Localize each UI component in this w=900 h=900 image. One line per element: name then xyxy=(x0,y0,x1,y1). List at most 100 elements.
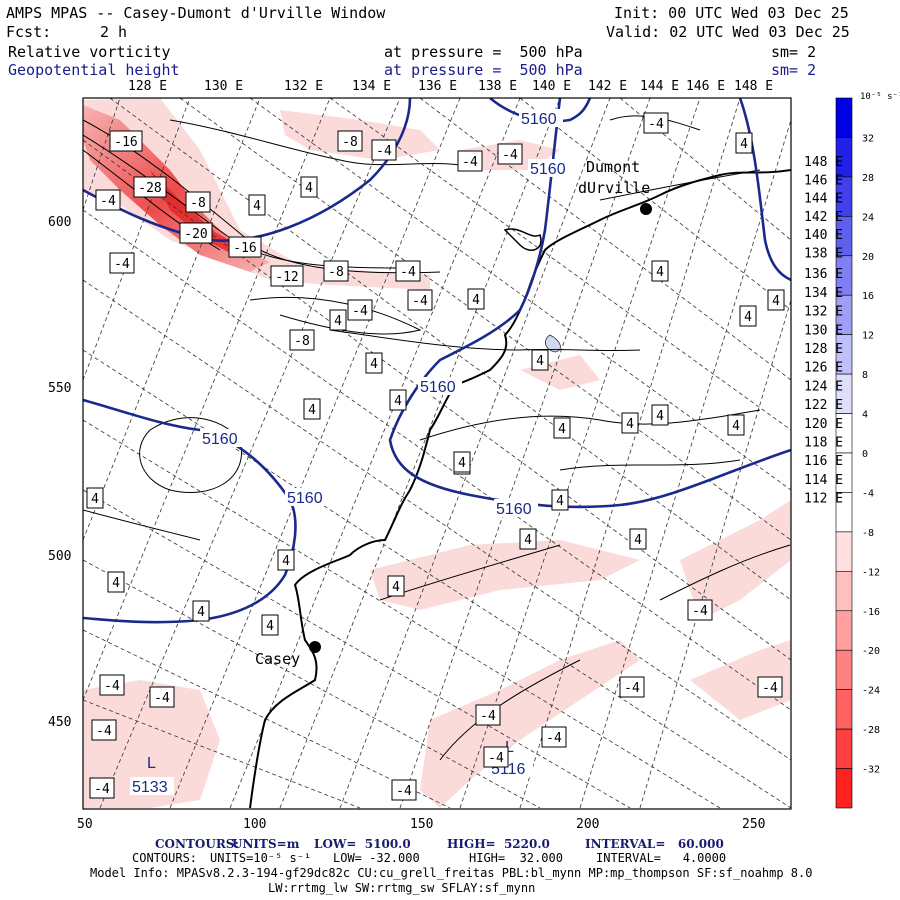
colorbar-segment xyxy=(835,610,853,651)
vorticity-contour-label: -4 xyxy=(400,265,416,280)
right-lon-label: 114 E xyxy=(804,473,843,488)
colorbar-segment xyxy=(835,689,853,730)
height-contour-label: 5160 xyxy=(530,161,566,178)
right-lon-label: 120 E xyxy=(804,417,843,432)
top-lon-label: 142 E xyxy=(588,79,627,94)
height-contour-label: 5160 xyxy=(287,490,323,507)
vorticity-label-box xyxy=(553,417,571,439)
forecast-value: 2 h xyxy=(100,23,128,41)
top-lon-label: 144 E xyxy=(640,79,679,94)
height-label-bg xyxy=(418,377,462,395)
vorticity-contour-label: 4 xyxy=(197,605,205,620)
top-longitude-labels: 128 E 130 E 132 E 134 E 136 E 138 E 140 E 142 E… xyxy=(128,79,773,94)
right-lon-label: 116 E xyxy=(804,454,843,469)
field1-level: at pressure = 500 hPa xyxy=(384,43,583,61)
valid-time: Valid: 02 UTC Wed 03 Dec 25 xyxy=(606,23,850,41)
vorticity-contour-label: 4 xyxy=(458,456,466,471)
vorticity-label-box xyxy=(727,414,745,436)
vorticity-contour-label: -8 xyxy=(294,334,310,349)
field2-level: at pressure = 500 hPa xyxy=(384,61,583,79)
footer-line2-units: UNITS=10⁻⁵ s⁻¹ xyxy=(210,851,312,865)
vorticity-contour-label: -4 xyxy=(114,257,130,272)
vorticity-label-box xyxy=(739,305,757,327)
left-axis-label: 550 xyxy=(48,381,71,396)
height-contour-label: 5160 xyxy=(420,379,456,396)
right-lon-label: 112 E xyxy=(804,492,843,507)
vorticity-label-box xyxy=(407,289,433,311)
vorticity-contour-label: 4 xyxy=(740,137,748,152)
vorticity-contour-label: 4 xyxy=(370,357,378,372)
vorticity-contour-label: 4 xyxy=(656,265,664,280)
dumont-durville-station xyxy=(640,203,652,215)
vorticity-label-box xyxy=(99,674,125,696)
height-contour-label: 5160 xyxy=(521,111,557,128)
vorticity-label-box xyxy=(767,289,785,311)
field1-name: Relative vorticity xyxy=(8,43,171,61)
bottom-axis-label: 50 xyxy=(77,817,93,832)
vorticity-contour-label: -4 xyxy=(94,782,110,797)
vorticity-contour-label: -4 xyxy=(396,784,412,799)
vorticity-label-box xyxy=(371,139,397,161)
vorticity-label-box xyxy=(629,528,647,550)
vorticity-contour-label: -8 xyxy=(342,135,358,150)
height-label-bg xyxy=(285,488,329,506)
colorbar-tick: -20 xyxy=(862,646,880,657)
top-lon-label: 138 E xyxy=(478,79,517,94)
height-label-bg xyxy=(130,777,174,795)
footer-line1-high: HIGH= 5220.0 xyxy=(447,837,550,851)
vorticity-label-box xyxy=(329,309,347,331)
bottom-axis-label: 100 xyxy=(243,817,266,832)
colorbar-tick: 16 xyxy=(862,291,874,302)
vorticity-contour-label: 4 xyxy=(112,576,120,591)
left-axis-label: 450 xyxy=(48,715,71,730)
vorticity-label-box xyxy=(192,600,210,622)
vorticity-contour-label: -12 xyxy=(275,270,298,285)
forecast-label: Fcst: xyxy=(6,23,52,41)
casey-label: Casey xyxy=(255,650,300,668)
right-lon-label: 124 E xyxy=(804,379,843,394)
colorbar-segment xyxy=(835,97,853,138)
colorbar-segment xyxy=(835,649,853,690)
durville-label: dUrville xyxy=(578,179,650,197)
vorticity-label-box xyxy=(228,236,262,258)
vorticity-label-box xyxy=(89,777,115,799)
right-lon-label: 144 E xyxy=(804,192,843,207)
right-lon-label: 146 E xyxy=(804,173,843,188)
vorticity-contour-label: -16 xyxy=(233,241,256,256)
vorticity-label-box xyxy=(303,398,321,420)
vorticity-contour-label: -4 xyxy=(624,681,640,696)
vorticity-label-box xyxy=(248,194,266,216)
vorticity-label-box xyxy=(337,130,363,152)
vorticity-label-box xyxy=(475,704,501,726)
colorbar-segment xyxy=(835,571,853,612)
vorticity-contour-label: 4 xyxy=(308,403,316,418)
map-title: AMPS MPAS -- Casey-Dumont d'Urville Wind… xyxy=(6,4,386,22)
vorticity-label-box xyxy=(395,260,421,282)
vorticity-label-box xyxy=(95,189,121,211)
colorbar-tick: 28 xyxy=(862,173,874,184)
colorbar-tick: -8 xyxy=(862,528,874,539)
vorticity-label-box xyxy=(109,130,143,152)
top-lon-label: 130 E xyxy=(204,79,243,94)
vorticity-contour-labels: -16 -28 -4 -8 -20 -16 -4 -12 -8 -8 -4 -4 -4 -4 -4 4 4 4 4 4… xyxy=(86,112,785,801)
footer-line2-low: LOW= -32.000 xyxy=(333,851,420,865)
vorticity-contour-label: 4 xyxy=(536,354,544,369)
colorbar-tick: 8 xyxy=(862,370,868,381)
vorticity-label-box xyxy=(389,389,407,411)
right-lon-label: 118 E xyxy=(804,436,843,451)
colorbar-tick: 4 xyxy=(862,410,868,421)
colorbar-tick: 24 xyxy=(862,212,874,223)
low-marker: L xyxy=(147,755,156,772)
vorticity-label-box xyxy=(133,176,167,198)
vorticity-contour-label: 4 xyxy=(634,533,642,548)
coastline-detail xyxy=(503,228,542,251)
vorticity-contour-label: -4 xyxy=(648,117,664,132)
footer-line2-label: CONTOURS: xyxy=(132,851,198,865)
vorticity-contour-label: -4 xyxy=(546,731,562,746)
vorticity-label-box xyxy=(185,191,211,213)
model-info-2: LW:rrtmg_lw SW:rrtmg_sw SFLAY:sf_mynn xyxy=(268,881,536,895)
vorticity-contour-label: 4 xyxy=(656,409,664,424)
vorticity-contour-label: -4 xyxy=(104,679,120,694)
vorticity-label-box xyxy=(531,349,549,371)
vorticity-contour-label: -4 xyxy=(376,144,392,159)
